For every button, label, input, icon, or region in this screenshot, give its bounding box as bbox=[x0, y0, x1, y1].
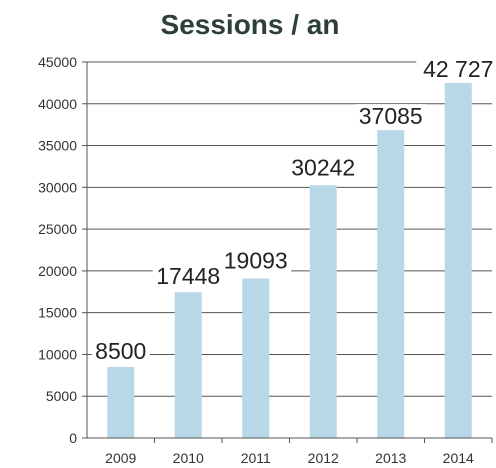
x-tick-label: 2009 bbox=[105, 450, 136, 466]
bar-2010 bbox=[174, 292, 202, 438]
y-tick-label: 45000 bbox=[38, 54, 77, 70]
x-tick-label: 2014 bbox=[443, 450, 474, 466]
bar-2011 bbox=[242, 278, 270, 438]
x-tick-label: 2012 bbox=[308, 450, 339, 466]
x-tick-label: 2010 bbox=[173, 450, 204, 466]
y-tick-label: 10000 bbox=[38, 346, 77, 362]
bar-2009 bbox=[107, 366, 135, 438]
data-label-2012: 30242 bbox=[291, 154, 355, 180]
y-tick-label: 0 bbox=[69, 430, 77, 446]
axes bbox=[82, 61, 493, 443]
data-label-bg bbox=[287, 155, 359, 182]
bar-2012 bbox=[309, 185, 337, 438]
y-tick-labels: 0 5000 10000 15000 20000 25000 30000 35000 40000… bbox=[38, 54, 77, 446]
x-tick-labels: 2009 2010 2011 2012 2013 2014 bbox=[105, 450, 474, 466]
chart-title: Sessions / an bbox=[161, 9, 340, 40]
y-tick-label: 35000 bbox=[38, 138, 77, 154]
data-label-2009: 8500 bbox=[95, 338, 146, 364]
data-label-bg bbox=[91, 338, 150, 365]
y-tick-label: 5000 bbox=[46, 388, 77, 404]
x-tick-label: 2011 bbox=[241, 450, 271, 466]
y-tick-label: 15000 bbox=[38, 305, 77, 321]
data-label-2013: 37085 bbox=[359, 103, 423, 129]
data-label-bg bbox=[355, 104, 427, 131]
data-label-2010: 17448 bbox=[156, 263, 220, 289]
data-label-bg bbox=[416, 56, 496, 83]
data-label-2011: 19093 bbox=[224, 247, 288, 273]
data-label-bg bbox=[152, 264, 224, 291]
bar-2013 bbox=[377, 128, 405, 438]
data-label-2014: 42 727 bbox=[423, 56, 493, 82]
y-tick-label: 30000 bbox=[38, 179, 77, 195]
y-tick-label: 25000 bbox=[38, 221, 77, 237]
bar-2014 bbox=[444, 80, 472, 438]
y-tick-label: 40000 bbox=[38, 96, 77, 112]
x-tick-label: 2013 bbox=[375, 450, 406, 466]
y-tick-label: 20000 bbox=[38, 263, 77, 279]
data-label-bg bbox=[220, 248, 292, 275]
bars bbox=[107, 80, 472, 438]
